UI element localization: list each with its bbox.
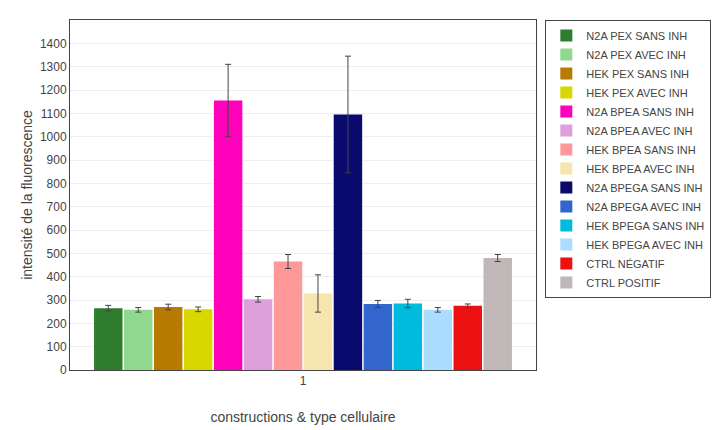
svg-text:CTRL NÉGATIF: CTRL NÉGATIF xyxy=(586,258,665,270)
svg-text:HEK BPEA SANS INH: HEK BPEA SANS INH xyxy=(586,144,695,156)
svg-text:HEK PEX SANS INH: HEK PEX SANS INH xyxy=(586,68,689,80)
svg-text:200: 200 xyxy=(47,317,67,331)
svg-text:1300: 1300 xyxy=(40,60,67,74)
svg-text:900: 900 xyxy=(47,153,67,167)
svg-text:300: 300 xyxy=(47,293,67,307)
svg-text:constructions & type cellulair: constructions & type cellulaire xyxy=(210,409,395,425)
svg-text:N2A PEX SANS INH: N2A PEX SANS INH xyxy=(586,30,687,42)
svg-text:N2A BPEA AVEC INH: N2A BPEA AVEC INH xyxy=(586,125,692,137)
svg-text:N2A PEX AVEC INH: N2A PEX AVEC INH xyxy=(586,49,686,61)
svg-text:HEK PEX AVEC INH: HEK PEX AVEC INH xyxy=(586,87,687,99)
svg-text:HEK BPEA AVEC INH: HEK BPEA AVEC INH xyxy=(586,163,694,175)
svg-text:600: 600 xyxy=(47,223,67,237)
svg-text:HEK BPEGA SANS INH: HEK BPEGA SANS INH xyxy=(586,220,704,232)
svg-text:N2A BPEA SANS INH: N2A BPEA SANS INH xyxy=(586,106,694,118)
svg-text:800: 800 xyxy=(47,177,67,191)
svg-text:700: 700 xyxy=(47,200,67,214)
svg-text:N2A BPEGA SANS INH: N2A BPEGA SANS INH xyxy=(586,182,702,194)
svg-text:400: 400 xyxy=(47,270,67,284)
svg-text:CTRL POSITIF: CTRL POSITIF xyxy=(586,277,660,289)
svg-text:100: 100 xyxy=(47,340,67,354)
svg-text:1: 1 xyxy=(300,374,307,388)
svg-text:HEK BPEGA AVEC INH: HEK BPEGA AVEC INH xyxy=(586,239,703,251)
svg-text:1400: 1400 xyxy=(40,37,67,51)
svg-text:intensité de la fluorescence: intensité de la fluorescence xyxy=(19,110,35,280)
svg-text:N2A BPEGA AVEC INH: N2A BPEGA AVEC INH xyxy=(586,201,701,213)
svg-text:0: 0 xyxy=(60,363,67,377)
svg-text:1200: 1200 xyxy=(40,83,67,97)
svg-text:1100: 1100 xyxy=(41,107,67,121)
svg-text:1000: 1000 xyxy=(40,130,67,144)
svg-text:500: 500 xyxy=(47,247,67,261)
